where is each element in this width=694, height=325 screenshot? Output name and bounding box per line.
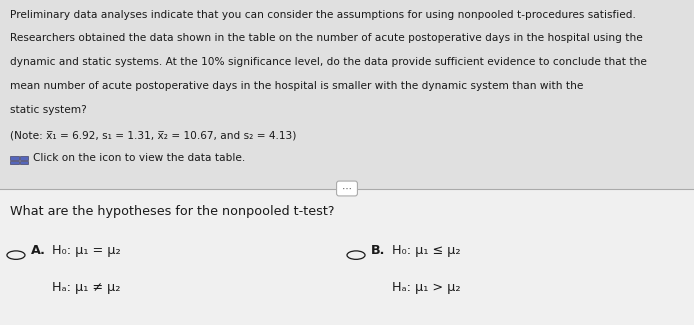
Text: Hₐ: μ₁ ≠ μ₂: Hₐ: μ₁ ≠ μ₂ [52,281,121,294]
Text: H₀: μ₁ = μ₂: H₀: μ₁ = μ₂ [52,244,121,257]
Text: H₀: μ₁ ≤ μ₂: H₀: μ₁ ≤ μ₂ [392,244,461,257]
Text: (Note: x̅₁ = 6.92, s₁ = 1.31, x̅₂ = 10.67, and s₂ = 4.13): (Note: x̅₁ = 6.92, s₁ = 1.31, x̅₂ = 10.6… [10,130,297,140]
Text: Researchers obtained the data shown in the table on the number of acute postoper: Researchers obtained the data shown in t… [10,33,643,44]
Bar [20,161,28,164]
Text: dynamic and static systems. At the 10% significance level, do the data provide s: dynamic and static systems. At the 10% s… [10,57,648,67]
Text: B.: B. [371,244,385,257]
Text: ⋯: ⋯ [339,184,355,193]
Text: mean number of acute postoperative days in the hospital is smaller with the dyna: mean number of acute postoperative days … [10,81,584,91]
FancyBboxPatch shape [0,0,694,188]
Bar [10,161,19,164]
Bar [20,156,28,160]
Text: Hₐ: μ₁ > μ₂: Hₐ: μ₁ > μ₂ [392,281,461,294]
Text: A.: A. [31,244,45,257]
FancyBboxPatch shape [0,188,694,325]
Text: Click on the icon to view the data table.: Click on the icon to view the data table… [33,153,246,163]
Text: Preliminary data analyses indicate that you can consider the assumptions for usi: Preliminary data analyses indicate that … [10,10,636,20]
Text: What are the hypotheses for the nonpooled t-test?: What are the hypotheses for the nonpoole… [10,205,335,218]
Text: static system?: static system? [10,105,87,115]
Bar [10,156,19,160]
